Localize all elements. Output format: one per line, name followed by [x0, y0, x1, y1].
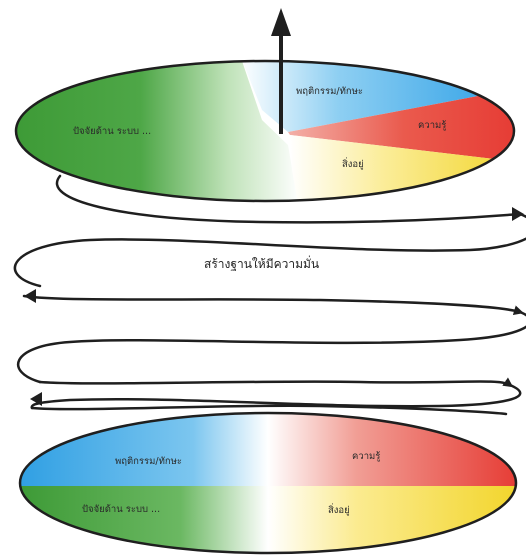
up-arrow-head-icon [271, 8, 291, 36]
bottom-label-red: ความรู้ [352, 451, 380, 462]
bottom-disc [20, 413, 516, 553]
bottom-label-blue: พฤติกรรม/ทักษะ [115, 456, 182, 467]
top-disc-outline [14, 59, 516, 203]
spiral-arrow-left-1-icon [24, 289, 36, 303]
top-green-segment [16, 61, 300, 201]
top-label-yellow: สิ่งอยู่ [342, 157, 364, 170]
top-label-green: ปัจจัยด้าน ระบบ ... [73, 126, 151, 137]
bottom-label-yellow: สิ่งอยู่ [328, 503, 350, 516]
bottom-disc-outline [18, 411, 518, 555]
top-label-red: ความรู้ [418, 120, 446, 131]
middle-label: สร้างฐานให้มีความมั่น [204, 255, 319, 271]
spiral-arrow-left-2-icon [30, 392, 42, 406]
bottom-green-segment [20, 486, 268, 553]
spiral-lines [13, 174, 526, 416]
spiral-arrow-right-1-icon [512, 207, 524, 221]
top-label-blue: พฤติกรรม/ทักษะ [296, 86, 363, 97]
top-red-segment [288, 88, 514, 162]
bottom-yellow-segment [268, 486, 516, 553]
bottom-label-green: ปัจจัยด้าน ระบบ ... [82, 504, 160, 515]
